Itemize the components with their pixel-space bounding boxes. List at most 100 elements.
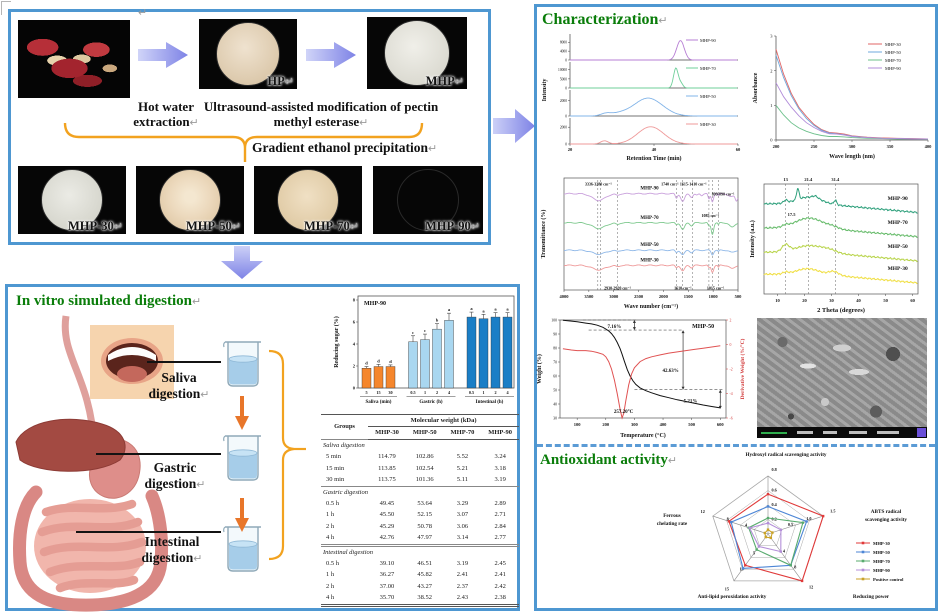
- svg-text:2000: 2000: [659, 294, 669, 299]
- svg-text:1: 1: [770, 103, 772, 108]
- panel-link-arrow-down-icon: [221, 246, 263, 279]
- svg-text:40: 40: [553, 402, 557, 406]
- svg-text:MHP-70: MHP-70: [640, 216, 659, 221]
- molecular-weight-table: Groups Molecular weight (kDa) MHP-30 MHP-50…: [321, 414, 519, 607]
- svg-text:4: 4: [745, 523, 748, 528]
- svg-text:20: 20: [802, 298, 807, 303]
- svg-text:1: 1: [424, 390, 426, 395]
- digestive-system-illustration: [13, 315, 169, 612]
- digestion-step-arrow-icon: [235, 396, 249, 430]
- svg-text:2: 2: [353, 364, 356, 369]
- svg-text:0.8: 0.8: [772, 467, 777, 472]
- table-row: 30 min 113.75 101.36 5.11 3.19: [326, 476, 506, 484]
- svg-text:1500: 1500: [684, 294, 694, 299]
- svg-text:1615-1410 cm⁻¹: 1615-1410 cm⁻¹: [680, 181, 708, 186]
- svg-text:15: 15: [376, 390, 380, 395]
- svg-text:40: 40: [652, 147, 657, 152]
- gastric-connector-line: [96, 453, 221, 455]
- svg-text:-6: -6: [730, 416, 733, 420]
- svg-text:Weight (%): Weight (%): [536, 354, 543, 384]
- svg-text:8000: 8000: [560, 41, 567, 45]
- svg-text:0: 0: [565, 86, 567, 90]
- svg-text:d: d: [389, 359, 392, 364]
- mhp30-petri-dish-photo: MHP-30↵: [18, 166, 126, 234]
- svg-text:MHP-50: MHP-50: [692, 324, 714, 330]
- flow-arrow-icon: [306, 42, 356, 68]
- svg-text:500: 500: [735, 294, 743, 299]
- svg-text:2: 2: [494, 390, 496, 395]
- svg-text:Wave length (nm): Wave length (nm): [829, 153, 875, 160]
- sem-vendor-logo: [917, 428, 926, 437]
- svg-text:0.5: 0.5: [410, 390, 415, 395]
- svg-text:d: d: [377, 358, 380, 363]
- table-row: 2 h 45.29 50.78 3.06 2.84: [326, 522, 506, 530]
- mhp90-petri-dish-photo: MHP-90↵: [373, 166, 483, 234]
- hp-pectin-sample: [216, 22, 280, 86]
- sem-meta-text: [823, 431, 837, 434]
- svg-text:Anti-lipid peroxidation activi: Anti-lipid peroxidation activity: [698, 594, 767, 600]
- mhp-pectin-sample: [384, 20, 450, 86]
- svg-text:MHP-50: MHP-50: [888, 244, 908, 250]
- svg-text:4: 4: [783, 549, 786, 554]
- svg-text:13: 13: [783, 177, 788, 182]
- svg-text:60: 60: [553, 374, 557, 378]
- svg-text:MHP-50: MHP-50: [700, 94, 717, 99]
- svg-text:Wave number (cm⁻¹): Wave number (cm⁻¹): [624, 303, 678, 310]
- svg-text:Temperature (°C): Temperature (°C): [620, 432, 666, 439]
- svg-text:Derivative Weight (%/°C): Derivative Weight (%/°C): [739, 338, 746, 399]
- svg-text:17.5: 17.5: [788, 212, 797, 217]
- svg-text:1085 cm⁻¹: 1085 cm⁻¹: [701, 213, 719, 218]
- svg-text:50: 50: [883, 298, 888, 303]
- svg-text:ABTS radical: ABTS radical: [871, 509, 902, 515]
- svg-text:Ferrous: Ferrous: [663, 513, 680, 519]
- ultrasound-modification-caption: Ultrasound-assisted modification of pect…: [203, 99, 439, 129]
- mhp70-label: MHP-70↵: [303, 219, 359, 233]
- gradient-ethanol-caption: Gradient ethanol precipitation↵: [252, 140, 438, 155]
- svg-text:12: 12: [809, 585, 813, 590]
- svg-text:350: 350: [887, 144, 895, 149]
- svg-text:0.6: 0.6: [772, 488, 777, 493]
- svg-text:0: 0: [565, 142, 567, 146]
- svg-text:0: 0: [730, 343, 732, 347]
- saliva-beaker: [222, 341, 262, 387]
- svg-text:0: 0: [565, 58, 567, 62]
- intestinal-digestion-label: Intestinal digestion↵: [141, 534, 203, 565]
- svg-text:70: 70: [553, 360, 557, 364]
- mhp-label: MHP↵: [425, 74, 464, 88]
- mhp70-pectin-sample: [277, 169, 339, 231]
- svg-text:4000: 4000: [560, 50, 567, 54]
- large-intestine-shape: [13, 485, 169, 612]
- svg-text:20: 20: [568, 147, 573, 152]
- svg-text:MHP-90: MHP-90: [700, 38, 717, 43]
- svg-text:90: 90: [553, 332, 557, 336]
- sem-meta-text: [849, 431, 867, 434]
- svg-text:8: 8: [353, 298, 356, 303]
- flow-arrow-icon: [138, 42, 188, 68]
- svg-text:5000: 5000: [560, 77, 567, 81]
- svg-text:-4: -4: [730, 392, 733, 396]
- svg-text:200: 200: [773, 144, 781, 149]
- table-row: 0.5 h 39.10 46.51 3.19 2.45: [326, 560, 506, 568]
- svg-text:MHP-30: MHP-30: [888, 266, 908, 272]
- svg-text:MHP-90: MHP-90: [640, 187, 659, 192]
- svg-text:5.21%: 5.21%: [684, 400, 698, 405]
- svg-text:2 Theta (degrees): 2 Theta (degrees): [817, 307, 865, 314]
- characterization-title: Characterization↵: [542, 11, 668, 28]
- characterization-antioxidant-panel: [534, 4, 938, 611]
- svg-text:MHP-50: MHP-50: [640, 243, 659, 248]
- svg-text:1: 1: [482, 390, 484, 395]
- svg-text:Retention Time (min): Retention Time (min): [626, 155, 681, 162]
- svg-text:3: 3: [770, 34, 773, 39]
- tga-thermogram-chart: 30 40 50 60 70 80 90 100 2 0 -2 -4 -6 100 200 300 400 500…: [536, 318, 746, 439]
- svg-text:2: 2: [730, 318, 732, 322]
- svg-text:4: 4: [448, 390, 451, 395]
- hp-label: HP↵: [267, 74, 294, 88]
- svg-text:10: 10: [740, 566, 744, 571]
- svg-text:MHP-30: MHP-30: [885, 42, 902, 47]
- svg-text:0.5: 0.5: [469, 390, 474, 395]
- svg-text:MHP-30: MHP-30: [700, 122, 717, 127]
- svg-text:a: a: [494, 307, 497, 312]
- svg-text:50: 50: [553, 388, 557, 392]
- svg-text:-2: -2: [730, 367, 733, 371]
- svg-text:MHP-50: MHP-50: [885, 50, 902, 55]
